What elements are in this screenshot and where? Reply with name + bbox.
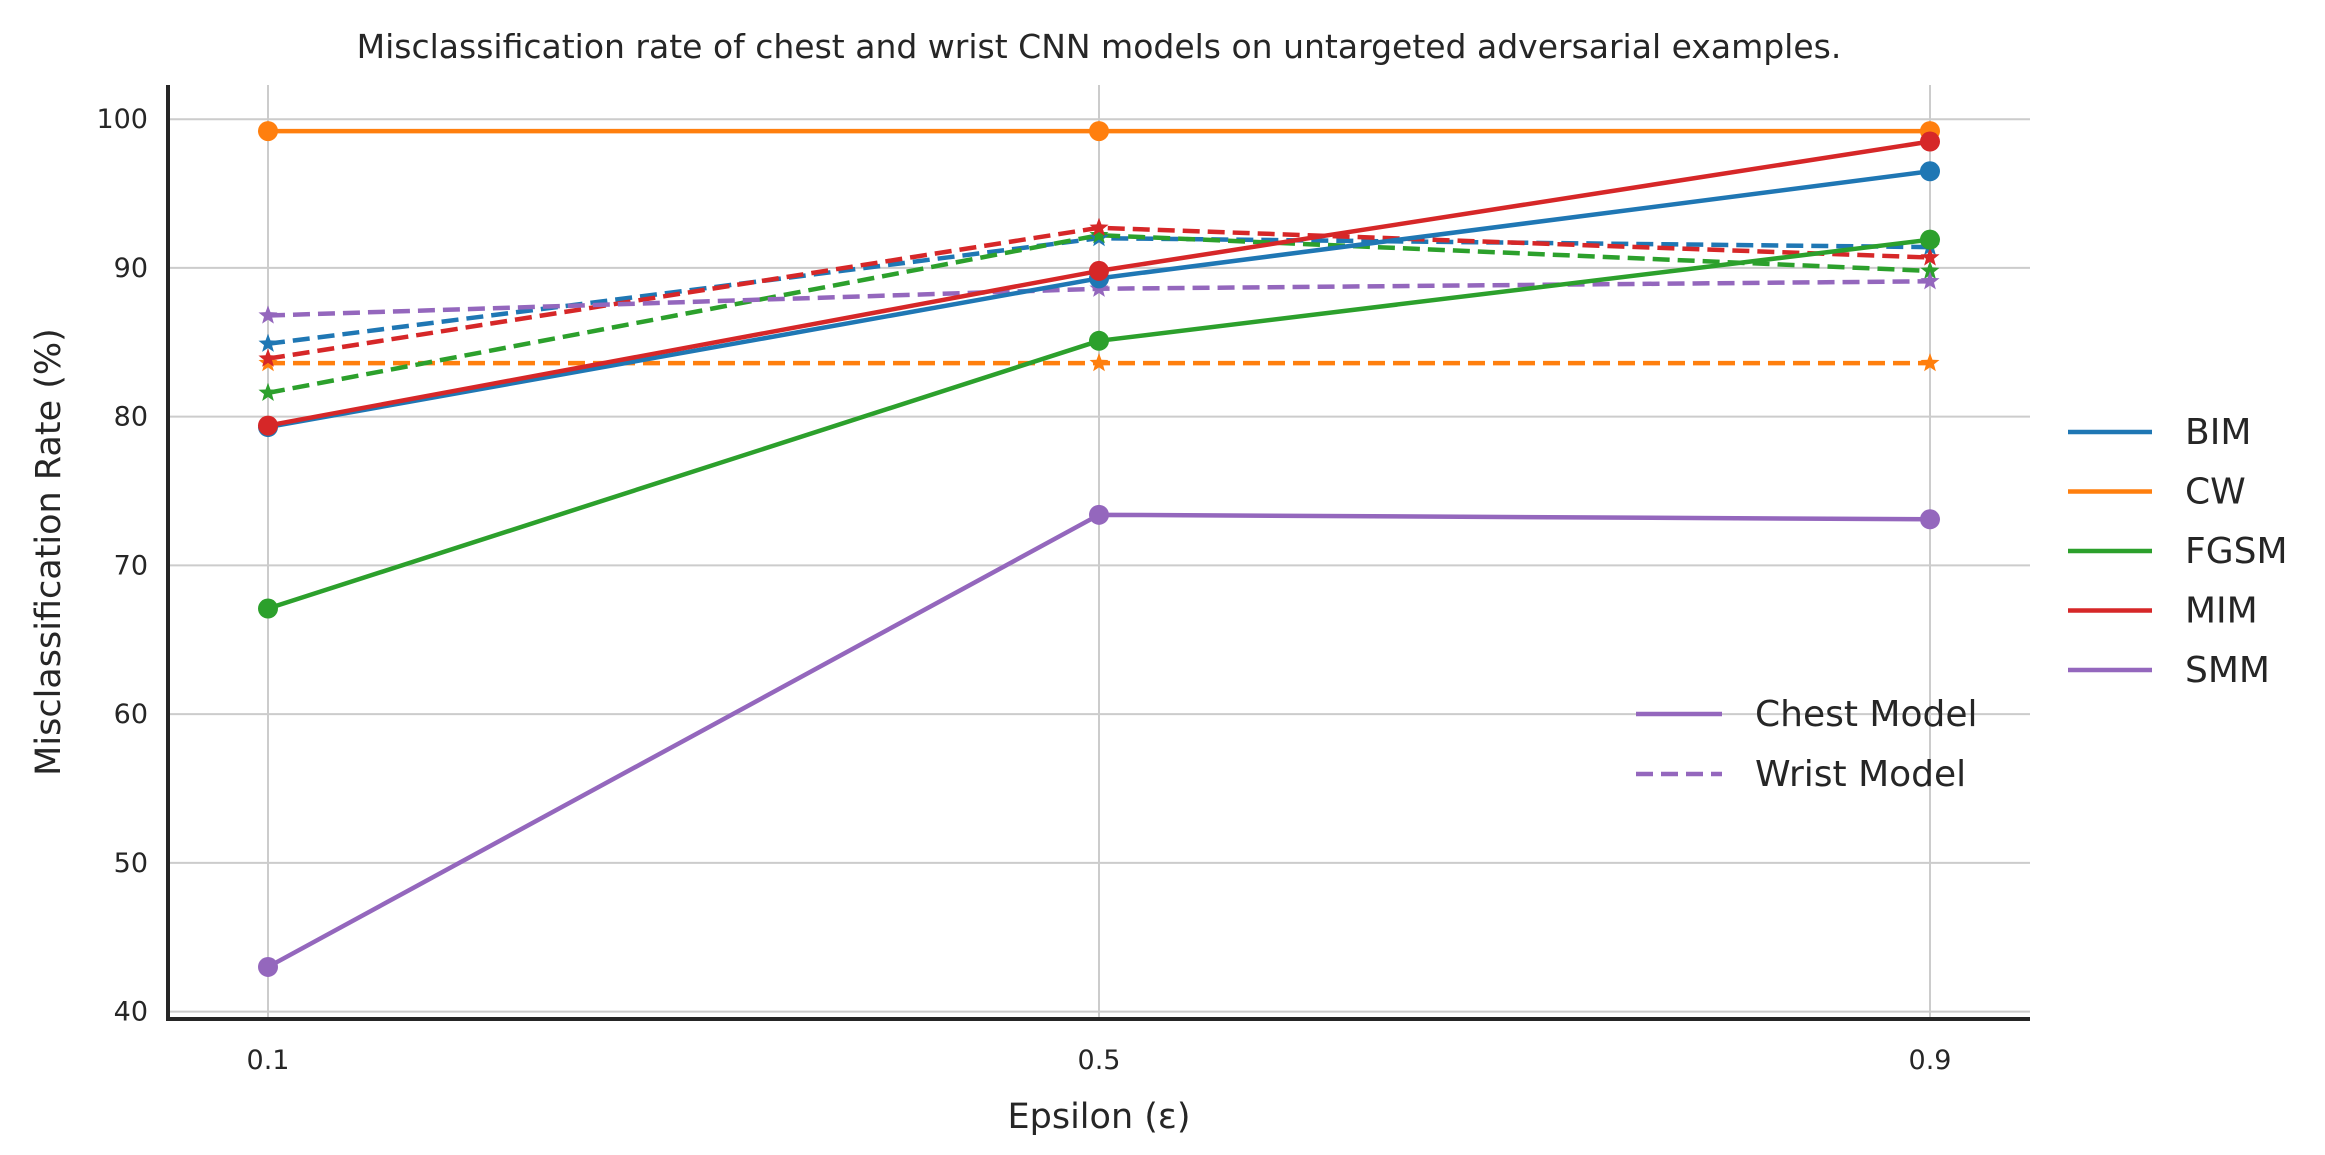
marker-mim-chest-0.5 bbox=[1089, 260, 1109, 281]
marker-cw-chest-0.5 bbox=[1089, 121, 1109, 142]
series-line-fgsm-wrist bbox=[267, 232, 1931, 396]
x-tick-label-0.1: 0.1 bbox=[247, 1045, 290, 1076]
marker-fgsm-chest-0.1 bbox=[258, 598, 278, 619]
marker-smm-wrist-0.9 bbox=[1920, 271, 1940, 290]
legend-label-chest-model: Chest Model bbox=[1755, 694, 1978, 735]
y-tick-label-40: 40 bbox=[114, 997, 148, 1028]
marker-smm-chest-0.9 bbox=[1920, 509, 1940, 530]
marker-smm-chest-0.5 bbox=[1089, 504, 1109, 525]
y-axis-label: Misclassification Rate (%) bbox=[29, 328, 69, 776]
marker-mim-chest-0.9 bbox=[1920, 131, 1940, 152]
marker-fgsm-wrist-0.5 bbox=[1089, 225, 1109, 244]
legend-label-bim: BIM bbox=[2185, 412, 2251, 453]
chart-title: Misclassification rate of chest and wris… bbox=[357, 27, 1842, 66]
y-tick-label-50: 50 bbox=[114, 848, 148, 879]
legend-models: Chest Model Wrist Model bbox=[1636, 694, 1978, 795]
marker-cw-wrist-0.9 bbox=[1920, 353, 1940, 372]
y-tick-label-60: 60 bbox=[114, 699, 148, 730]
marker-mim-wrist-0.9 bbox=[1920, 247, 1940, 266]
marker-fgsm-chest-0.5 bbox=[1089, 330, 1109, 351]
y-tick-labels: 40 50 60 70 80 90 100 bbox=[96, 104, 148, 1027]
marker-cw-chest-0.1 bbox=[258, 121, 278, 142]
legend-label-smm: SMM bbox=[2185, 650, 2270, 691]
marker-smm-chest-0.1 bbox=[258, 956, 278, 977]
marker-fgsm-wrist-0.1 bbox=[258, 382, 278, 401]
x-tick-label-0.9: 0.9 bbox=[1909, 1045, 1952, 1076]
legend-label-cw: CW bbox=[2185, 472, 2246, 513]
x-tick-labels: 0.1 0.5 0.9 bbox=[247, 1045, 1952, 1076]
y-tick-label-80: 80 bbox=[114, 402, 148, 433]
legend-label-fgsm: FGSM bbox=[2185, 531, 2288, 572]
y-tick-label-90: 90 bbox=[114, 253, 148, 284]
marker-bim-chest-0.9 bbox=[1920, 161, 1940, 182]
marker-mim-wrist-0.5 bbox=[1089, 217, 1109, 236]
x-tick-label-0.5: 0.5 bbox=[1078, 1045, 1121, 1076]
marker-bim-wrist-0.1 bbox=[258, 333, 278, 352]
series-markers bbox=[258, 121, 1940, 977]
legend-label-mim: MIM bbox=[2185, 591, 2258, 632]
legend-label-wrist-model: Wrist Model bbox=[1755, 754, 1966, 795]
marker-fgsm-chest-0.9 bbox=[1920, 229, 1940, 250]
marker-mim-chest-0.1 bbox=[258, 415, 278, 436]
legend-attacks: BIM CW FGSM MIM SMM bbox=[2068, 412, 2288, 691]
marker-fgsm-wrist-0.9 bbox=[1920, 260, 1940, 279]
marker-smm-wrist-0.1 bbox=[258, 305, 278, 324]
y-tick-label-100: 100 bbox=[96, 104, 148, 135]
marker-cw-wrist-0.5 bbox=[1089, 353, 1109, 372]
x-axis-label: Epsilon (ε) bbox=[1008, 1097, 1191, 1137]
y-tick-label-70: 70 bbox=[114, 550, 148, 581]
marker-mim-wrist-0.1 bbox=[258, 348, 278, 367]
